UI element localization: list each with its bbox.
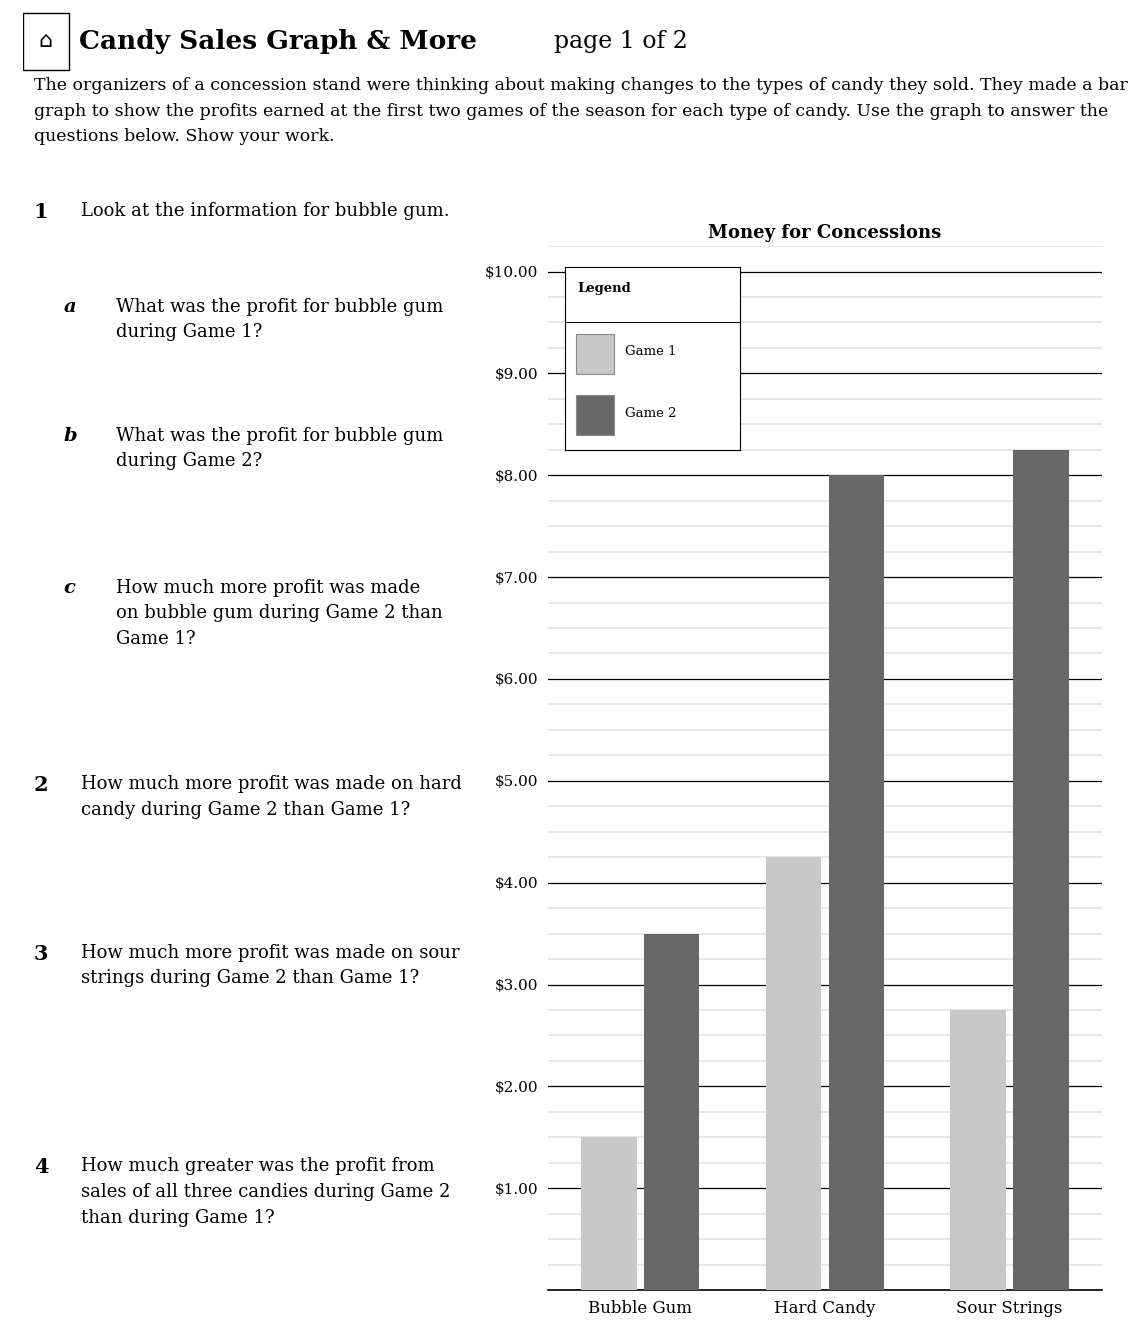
Text: 1: 1 xyxy=(34,202,49,222)
Text: The organizers of a concession stand were thinking about making changes to the t: The organizers of a concession stand wer… xyxy=(34,77,1128,145)
Text: What was the profit for bubble gum
during Game 2?: What was the profit for bubble gum durin… xyxy=(116,427,443,471)
Text: Look at the information for bubble gum.: Look at the information for bubble gum. xyxy=(81,202,450,219)
Bar xyxy=(1014,450,1069,1290)
Text: How much more profit was made on sour
strings during Game 2 than Game 1?: How much more profit was made on sour st… xyxy=(81,944,460,987)
Title: Money for Concessions: Money for Concessions xyxy=(709,223,941,242)
Bar xyxy=(828,475,884,1290)
Text: ⌂: ⌂ xyxy=(38,31,52,52)
Bar xyxy=(23,12,69,70)
Text: How much greater was the profit from
sales of all three candies during Game 2
th: How much greater was the profit from sal… xyxy=(81,1157,451,1226)
FancyBboxPatch shape xyxy=(575,395,614,435)
Text: b: b xyxy=(63,427,77,444)
Text: What was the profit for bubble gum
during Game 1?: What was the profit for bubble gum durin… xyxy=(116,298,443,342)
Bar xyxy=(950,1009,1006,1290)
Text: Legend: Legend xyxy=(577,282,631,294)
Text: a: a xyxy=(63,298,77,315)
Text: Game 1: Game 1 xyxy=(625,346,676,358)
Text: 2: 2 xyxy=(34,775,49,795)
Text: c: c xyxy=(63,579,76,597)
Bar xyxy=(581,1137,636,1290)
Text: page 1 of 2: page 1 of 2 xyxy=(554,29,688,53)
Bar xyxy=(644,934,699,1290)
Text: How much more profit was made
on bubble gum during Game 2 than
Game 1?: How much more profit was made on bubble … xyxy=(116,579,443,648)
Text: 3: 3 xyxy=(34,944,49,964)
Text: 4: 4 xyxy=(34,1157,49,1177)
Bar xyxy=(766,858,822,1290)
FancyBboxPatch shape xyxy=(575,334,614,374)
Text: Candy Sales Graph & More: Candy Sales Graph & More xyxy=(79,29,477,53)
Text: How much more profit was made on hard
candy during Game 2 than Game 1?: How much more profit was made on hard ca… xyxy=(81,775,462,819)
Text: Game 2: Game 2 xyxy=(625,407,676,419)
